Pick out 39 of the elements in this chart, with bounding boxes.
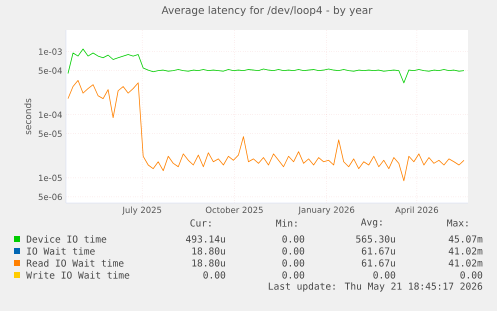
legend-label: Device IO time (26, 235, 106, 243)
y-tick-label: 1e-03 (38, 48, 62, 55)
text: Avg: (360, 218, 382, 228)
text: 61.67u (362, 259, 395, 267)
text: 0.00 (203, 271, 226, 279)
y-tick-label: 5e-06 (38, 194, 62, 200)
text: 0.00 (460, 271, 482, 279)
x-tick-label: July 2025 (122, 206, 162, 215)
y-axis-title: seconds (24, 98, 32, 134)
chart-title: Average latency for /dev/loop4 - by year (162, 6, 373, 16)
text: 0.00 (282, 235, 304, 243)
legend-label: Read IO Wait time (26, 259, 124, 267)
legend-label: Write IO Wait time (26, 271, 130, 279)
text: 565.30u (356, 235, 395, 243)
x-tick-label: April 2026 (395, 206, 438, 215)
text: 0.00 (282, 259, 304, 267)
text: Cur: (190, 219, 210, 227)
text: 18.80u (192, 259, 225, 267)
text: 0.00 (373, 271, 396, 279)
text: 493.14u (186, 235, 225, 243)
y-tick-label: 1e-05 (38, 174, 62, 182)
x-tick-label: January 2026 (298, 206, 354, 215)
text: 45.07m (448, 235, 482, 243)
x-tick-label: October 2025 (206, 206, 263, 214)
text: Min: (276, 219, 296, 227)
y-tick-label: 5e-05 (38, 130, 62, 137)
y-tick-label: 1e-04 (38, 112, 62, 118)
text: 0.00 (282, 271, 304, 279)
text: Last update: Thu May 21 18:45:17 2026 (268, 282, 482, 292)
y-tick-label: 5e-04 (38, 67, 62, 74)
text: 61.67u (362, 247, 395, 255)
line-series (68, 80, 464, 182)
legend-label: IO Wait time (27, 247, 95, 255)
text: 41.02m (448, 247, 482, 255)
text: Max: (447, 219, 468, 227)
text: 0.00 (282, 247, 304, 255)
text: 41.02m (448, 259, 482, 267)
line-series (68, 48, 464, 84)
text: 18.80u (192, 247, 225, 255)
